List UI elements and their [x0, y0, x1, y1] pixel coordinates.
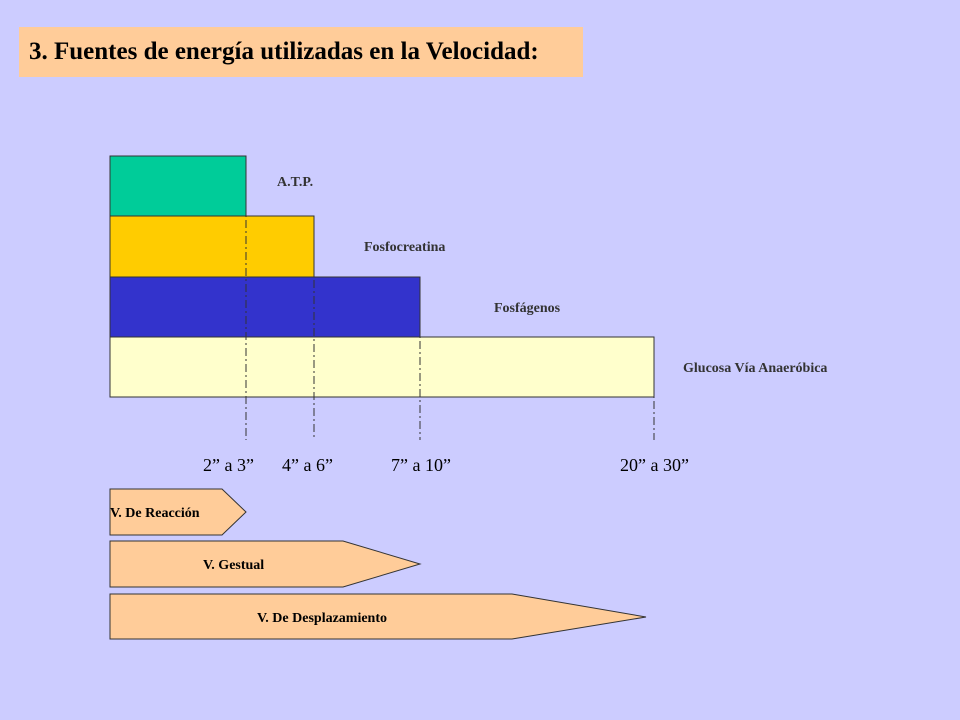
- arrow-reaccion: [109, 488, 247, 536]
- label-fosfocreatina: Fosfocreatina: [364, 240, 445, 255]
- arrow-label-desplazamiento: V. De Desplazamiento: [257, 611, 387, 626]
- slide-title-text: 3. Fuentes de energía utilizadas en la V…: [29, 38, 539, 65]
- label-fosfagenos: Fosfágenos: [494, 301, 561, 316]
- arrow-label-reaccion: V. De Reacción: [110, 506, 200, 521]
- time-glucosa: 20” a 30”: [620, 455, 689, 475]
- bar-fosfocreatina: [109, 215, 315, 278]
- time-atp: 2” a 3”: [203, 455, 254, 475]
- time-fosfocreatina: 4” a 6”: [282, 455, 333, 475]
- bar-fosfagenos: [109, 276, 421, 338]
- arrow-label-gestual: V. Gestual: [203, 558, 264, 573]
- time-fosfagenos: 7” a 10”: [391, 455, 451, 475]
- label-glucosa: Glucosa Vía Anaeróbica: [683, 361, 827, 376]
- arrow-gestual: [109, 540, 422, 588]
- slide-title: 3. Fuentes de energía utilizadas en la V…: [19, 27, 583, 77]
- bar-glucosa: [109, 336, 655, 398]
- label-atp: A.T.P.: [277, 175, 313, 190]
- bar-atp: [109, 155, 247, 217]
- arrow-desplazamiento: [109, 593, 647, 640]
